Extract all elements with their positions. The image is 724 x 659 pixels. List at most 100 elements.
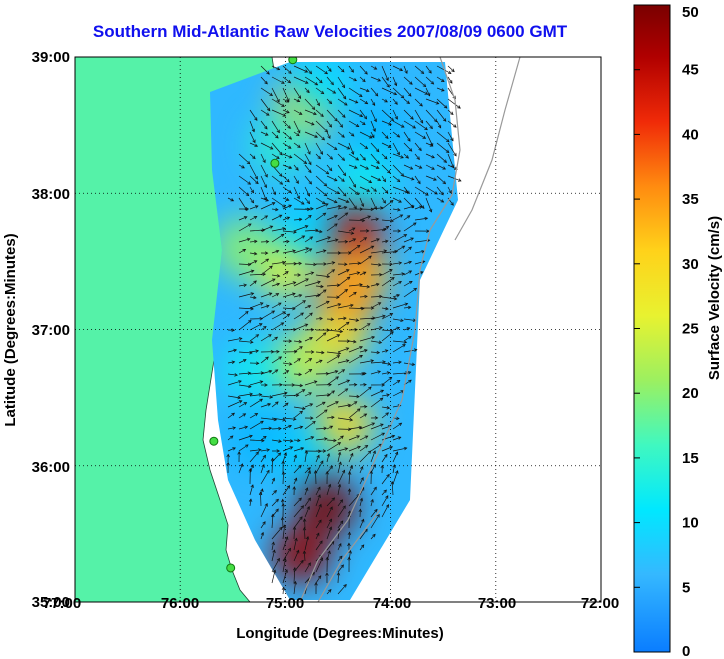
velocity-arrow-head: [401, 245, 406, 249]
velocity-arrow: [293, 300, 306, 309]
velocity-arrow: [282, 446, 293, 452]
velocity-arrow-head: [276, 129, 280, 134]
velocity-arrow: [403, 164, 413, 170]
velocity-arrow-head: [371, 102, 376, 106]
velocity-arrow-head: [265, 304, 270, 308]
velocity-arrow: [315, 409, 328, 419]
velocity-arrow-head: [247, 181, 252, 185]
velocity-arrow-head: [275, 498, 279, 503]
velocity-arrow-head: [344, 102, 348, 106]
velocity-arrow-head: [383, 489, 387, 494]
velocity-arrow-head: [242, 249, 247, 253]
velocity-arrow-head: [407, 371, 412, 375]
velocity-arrow-head: [264, 125, 268, 130]
velocity-arrow: [282, 240, 290, 243]
velocity-arrow: [293, 109, 303, 115]
velocity-arrow-head: [309, 403, 314, 407]
velocity-arrow: [381, 454, 388, 463]
velocity-arrow-head: [352, 184, 357, 188]
velocity-arrow-head: [329, 506, 333, 511]
velocity-arrow-head: [347, 471, 352, 475]
velocity-arrow: [337, 212, 348, 221]
velocity-arrow: [315, 401, 326, 408]
velocity-arrow-head: [377, 370, 382, 374]
y-tick-1: 39:00: [32, 49, 70, 66]
velocity-arrow-head: [431, 155, 435, 159]
velocity-arrow: [282, 307, 296, 310]
velocity-arrow: [326, 131, 331, 139]
velocity-arrow: [238, 216, 248, 221]
velocity-arrow: [403, 205, 415, 210]
velocity-arrow: [392, 318, 404, 322]
velocity-arrow: [392, 98, 398, 105]
velocity-arrow: [348, 272, 360, 276]
velocity-arrow: [370, 76, 381, 82]
velocity-arrow: [227, 435, 234, 441]
velocity-arrow: [337, 555, 343, 562]
velocity-arrow: [392, 294, 400, 298]
velocity-arrow-head: [407, 305, 412, 310]
velocity-arrow-head: [310, 122, 315, 126]
velocity-arrow-head: [258, 448, 262, 452]
velocity-arrow: [238, 238, 250, 243]
velocity-arrow-head: [322, 249, 327, 253]
velocity-arrow: [293, 384, 303, 386]
velocity-arrow-head: [308, 215, 312, 219]
velocity-hotspot-16: [292, 62, 353, 115]
velocity-arrow-head: [313, 111, 317, 116]
velocity-arrow-head: [331, 269, 336, 273]
velocity-arrow-head: [320, 460, 324, 465]
velocity-arrow: [238, 284, 247, 287]
velocity-arrow-head: [319, 316, 323, 321]
velocity-arrow: [370, 207, 383, 210]
velocity-arrow: [249, 131, 256, 143]
velocity-arrow-head: [335, 376, 339, 380]
velocity-arrow-head: [271, 310, 276, 314]
bathymetry-contour-south: [317, 509, 381, 602]
velocity-arrow-head: [307, 207, 311, 212]
velocity-arrow-head: [292, 292, 296, 296]
velocity-arrow-head: [305, 487, 309, 491]
velocity-arrow-head: [350, 151, 355, 155]
velocity-arrow-head: [242, 413, 247, 417]
velocity-arrow: [315, 557, 323, 573]
velocity-arrow: [392, 361, 402, 364]
velocity-arrow: [403, 288, 417, 298]
velocity-arrow: [337, 369, 345, 375]
velocity-arrow: [381, 372, 390, 375]
velocity-arrow: [392, 197, 402, 203]
velocity-arrow-head: [405, 155, 409, 159]
velocity-arrow: [304, 487, 308, 496]
velocity-arrow-head: [379, 397, 384, 401]
velocity-arrow: [392, 273, 405, 276]
velocity-arrow-head: [344, 447, 349, 451]
velocity-arrow: [403, 281, 413, 287]
velocity-arrow-head: [307, 562, 311, 566]
velocity-arrow-head: [333, 178, 338, 182]
velocity-arrow: [238, 197, 248, 211]
velocity-arrow-head: [322, 401, 326, 405]
velocity-arrow-head: [445, 149, 450, 154]
velocity-arrow-head: [431, 166, 435, 170]
velocity-arrow-head: [385, 412, 390, 416]
velocity-arrow-head: [269, 146, 274, 150]
velocity-arrow-head: [440, 199, 445, 203]
velocity-arrow-head: [430, 81, 435, 85]
velocity-arrow: [381, 446, 393, 452]
velocity-arrow-head: [275, 293, 280, 297]
grid-lines: [75, 57, 601, 602]
velocity-arrow-head: [243, 402, 248, 406]
velocity-arrow-head: [310, 436, 315, 440]
velocity-arrow: [403, 109, 414, 120]
velocity-arrow-head: [328, 167, 333, 172]
velocity-arrow: [414, 87, 428, 95]
velocity-arrow-head: [248, 319, 252, 324]
velocity-arrow-head: [255, 180, 259, 185]
velocity-arrow-head: [428, 70, 432, 74]
velocity-arrow-head: [333, 438, 337, 443]
velocity-arrow: [238, 413, 246, 419]
velocity-arrow-head: [325, 556, 330, 561]
velocity-arrow: [282, 293, 296, 298]
velocity-arrow-head: [340, 564, 344, 568]
velocity-arrow-head: [396, 379, 401, 384]
